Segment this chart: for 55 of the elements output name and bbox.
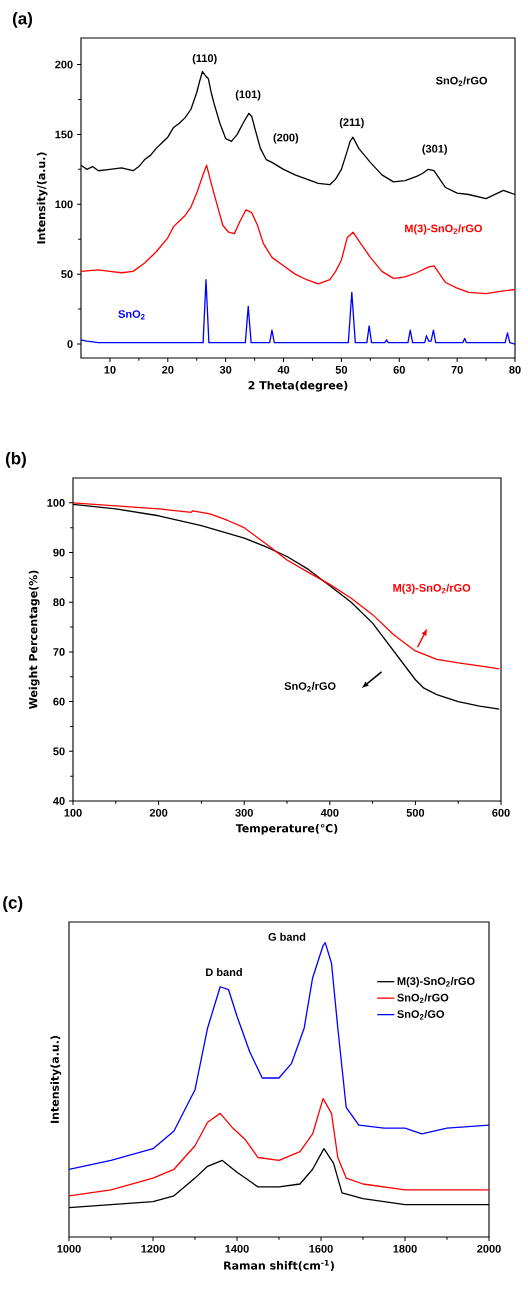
y-axis-title: Weight Percentage(%) [28,570,40,709]
y-tick-label: 0 [67,340,73,348]
legend-label: SnO$_{2}$/rGO [397,993,449,1004]
y-axis-title: Intensity/(a.u.) [36,152,48,244]
text: M(3)-SnO$_{2}$/rGO [405,224,482,235]
x-tick-label: 200 [149,808,168,817]
y-tick-label: 40 [53,797,65,805]
x-tick-label: 2000 [477,1244,501,1253]
text: M(3)-SnO$_{2}$/rGO [393,583,471,594]
annotation: (110) [192,53,217,65]
x-axis-title: Temperature(℃) [235,823,338,835]
y-tick-label: 100 [55,200,73,209]
text: SnO$_{2}$ [118,310,145,320]
y-tick-label: 50 [61,270,73,279]
x-tick-label: 20 [162,365,174,374]
chart-title: (b) [5,451,26,468]
x-tick-label: 300 [235,808,253,817]
text: G band [268,932,306,941]
y-tick-label: 90 [53,548,65,557]
chart-title: (a) [12,12,33,28]
chart-title: (c) [3,896,23,912]
x-tick-label: 50 [335,365,348,374]
y-axis-title: Intensity(a.u.) [50,1036,62,1123]
x-tick-label: 40 [277,365,290,374]
x-tick-label: 400 [320,808,339,817]
annotation: (101) [235,90,261,101]
y-tick-label: 200 [55,60,73,69]
legend-label: SnO$_{2}$/rGO [284,681,336,692]
x-tick-label: 1200 [141,1244,165,1253]
y-tick-label: 150 [55,130,73,139]
legend-label: M(3)-SnO$_{2}$/rGO [397,976,475,988]
y-tick-label: 80 [53,598,65,607]
x-tick-label: 1000 [57,1244,81,1253]
y-tick-label: 100 [47,498,65,507]
annotation: D band [206,968,242,977]
y-tick-label: 50 [53,747,65,756]
x-tick-label: 80 [509,365,521,374]
x-tick-label: 1600 [309,1244,333,1253]
x-tick-label: 600 [492,808,510,817]
text: SnO$_{2}$/rGO [436,76,488,86]
x-tick-label: 1400 [225,1244,249,1253]
annotation: (200) [273,133,299,144]
x-tick-label: 500 [406,808,425,817]
x-axis-title: 2 Theta(degree) [248,380,348,392]
x-tick-label: 30 [219,365,232,374]
x-tick-label: 70 [451,365,463,374]
x-tick-label: 10 [104,365,116,374]
x-tick-label: 1800 [393,1244,417,1253]
annotation: (211) [339,117,364,129]
x-axis-title: Raman shift(cm$^{-1}$) [224,1259,334,1271]
y-tick-label: 70 [53,648,65,656]
y-tick-label: 60 [53,697,65,706]
legend-label: SnO$_{2}$/GO [397,1009,445,1020]
annotation: (301) [422,144,447,155]
x-tick-label: 60 [393,365,405,374]
